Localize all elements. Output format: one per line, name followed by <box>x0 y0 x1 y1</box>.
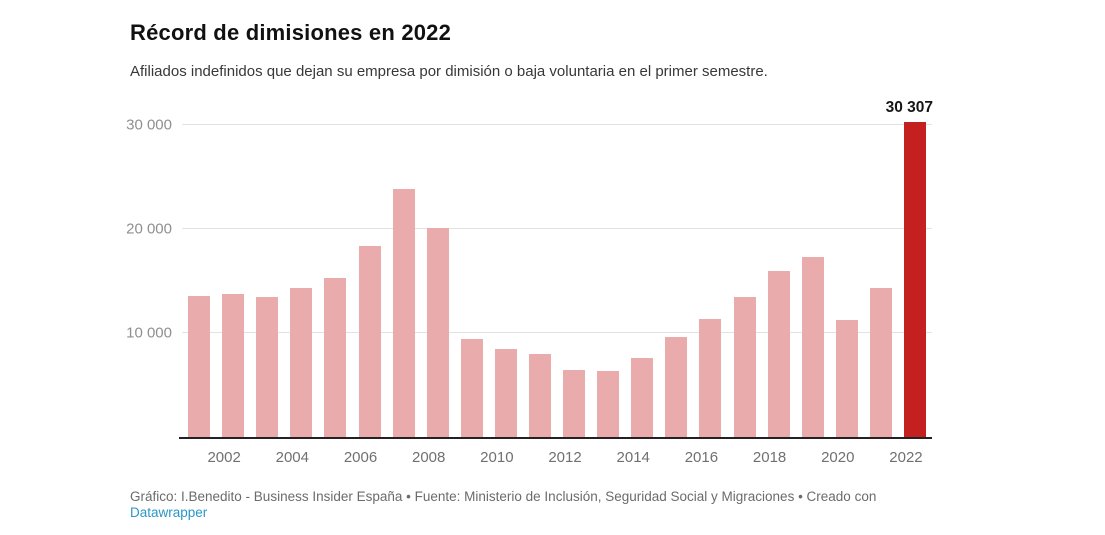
bar-2008[interactable] <box>426 227 449 437</box>
bar-2014[interactable] <box>631 357 654 437</box>
bar-2019[interactable] <box>801 256 824 437</box>
bar-2001[interactable] <box>188 295 211 437</box>
bar-2004[interactable] <box>290 288 313 437</box>
x-axis-tick-label-2016: 2016 <box>684 449 719 466</box>
y-axis-tick-label: 20 000 <box>126 220 172 238</box>
bar-2016[interactable] <box>699 318 722 437</box>
x-axis-tick-label-2012: 2012 <box>548 449 582 466</box>
bar-2007[interactable] <box>392 188 415 437</box>
chart-subtitle: Afiliados indefinidos que dejan su empre… <box>130 63 768 80</box>
bar-2003[interactable] <box>256 296 279 437</box>
x-axis-tick-label-2018: 2018 <box>752 449 787 466</box>
bar-2015[interactable] <box>665 336 688 437</box>
bar-2009[interactable] <box>460 338 483 437</box>
x-axis-tick-label-2008: 2008 <box>411 449 446 466</box>
x-axis-tick-label-2004: 2004 <box>275 449 309 466</box>
x-axis-tick-label-2006: 2006 <box>343 449 378 466</box>
bar-2006[interactable] <box>358 246 381 437</box>
bar-2013[interactable] <box>597 371 620 437</box>
x-axis-tick-label-2002: 2002 <box>207 449 241 466</box>
y-axis-tick-label: 30 000 <box>126 116 172 134</box>
x-axis-baseline <box>179 437 932 439</box>
bar-2002[interactable] <box>222 294 245 437</box>
gridline-10000 <box>182 332 932 333</box>
y-axis-tick-label: 10 000 <box>126 324 172 342</box>
x-axis-tick-label-2022: 2022 <box>889 449 923 466</box>
x-axis-tick-label-2014: 2014 <box>616 449 650 466</box>
bar-2018[interactable] <box>767 270 790 437</box>
footer-credit: Gráfico: I.Benedito - Business Insider E… <box>130 489 877 504</box>
bar-2011[interactable] <box>528 354 551 437</box>
gridline-30000 <box>182 124 932 125</box>
gridline-20000 <box>182 228 932 229</box>
footer-attribution: Gráfico: I.Benedito - Business Insider E… <box>130 489 910 520</box>
x-axis-tick-label-2010: 2010 <box>480 449 514 466</box>
bar-2005[interactable] <box>324 278 347 437</box>
plot-area: 30 307 10 000 20 000 30 000 2002 2004 2006 200… <box>126 92 933 466</box>
datawrapper-link[interactable]: Datawrapper <box>130 504 208 520</box>
page-title: Récord de dimisiones en 2022 <box>130 20 452 45</box>
highlight-value-label: 30 307 <box>885 99 933 116</box>
bar-2020[interactable] <box>835 320 858 437</box>
bar-2017[interactable] <box>733 296 756 437</box>
x-axis-tick-label-2020: 2020 <box>821 449 855 466</box>
bar-2022[interactable] <box>903 121 926 437</box>
bar-2010[interactable] <box>494 349 517 437</box>
bar-2012[interactable] <box>563 369 586 437</box>
bar-2021[interactable] <box>869 288 892 437</box>
